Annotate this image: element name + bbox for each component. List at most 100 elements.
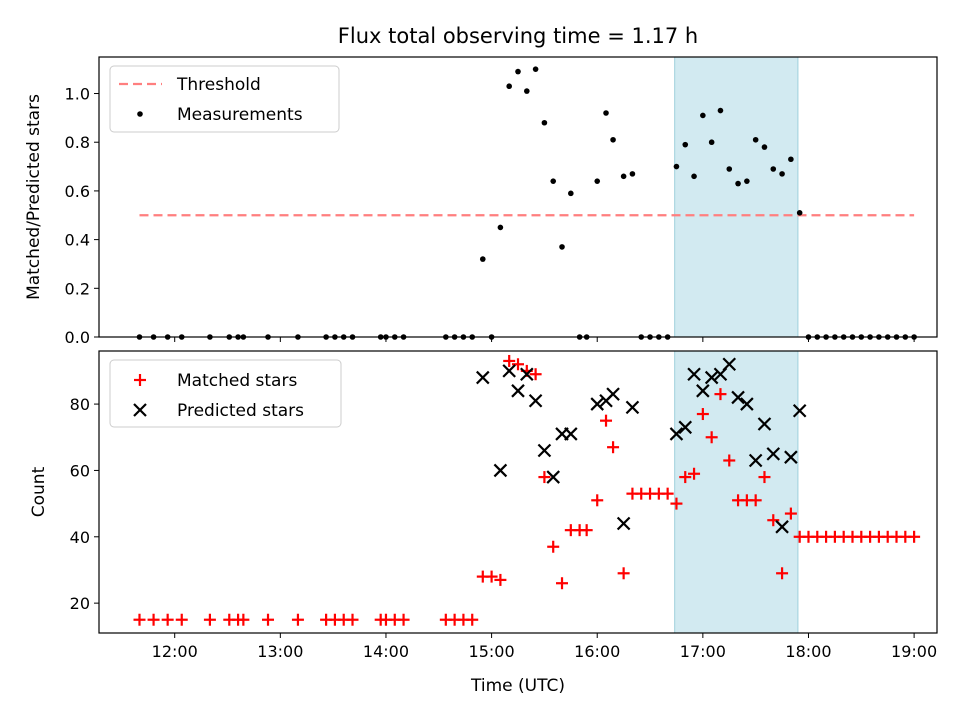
predicted-star-point	[748, 453, 763, 468]
predicted-star-point-b	[704, 370, 719, 385]
counts-ytick-label: 40	[70, 528, 90, 547]
predicted-star-point-b	[678, 420, 693, 435]
predicted-star-point	[678, 420, 693, 435]
predicted-star-point	[520, 367, 534, 382]
measurement-point	[559, 244, 565, 250]
predicted-star-point	[546, 470, 560, 484]
predicted-star-point-b	[784, 450, 798, 464]
predicted-star-point-b	[520, 367, 534, 382]
ratio-ytick-label: 0.6	[65, 182, 90, 201]
matched-star-point	[291, 613, 304, 626]
predicted-star-point-b	[616, 516, 631, 531]
predicted-star-point	[722, 357, 737, 372]
predicted-star-point	[792, 403, 807, 418]
matched-star-point	[262, 613, 275, 626]
counts-xtick-label: 12:00	[152, 642, 198, 661]
counts-xlabel: Time (UTC)	[470, 676, 565, 696]
measurement-point	[682, 141, 689, 148]
matched-star-point	[696, 408, 709, 421]
matched-star-point	[749, 494, 762, 507]
matched-star-point	[661, 487, 674, 500]
legend-predicted-swatch-b	[133, 403, 147, 417]
measurement-point	[506, 83, 512, 90]
counts-xtick-label: 18:00	[785, 642, 831, 661]
measurement-point	[788, 156, 794, 163]
measurement-point	[691, 173, 697, 180]
predicted-star-point	[537, 443, 552, 458]
matched-star-point	[714, 388, 727, 401]
legend-measurements-label: Measurements	[177, 105, 303, 125]
matched-star-point	[908, 530, 921, 543]
ratio-ytick-label: 0.2	[65, 279, 90, 298]
matched-star-point	[494, 573, 507, 586]
predicted-star-point	[731, 390, 745, 405]
matched-star-point	[767, 514, 780, 527]
predicted-star-point-b	[564, 427, 578, 441]
measurement-point	[515, 68, 521, 75]
predicted-star-point	[704, 370, 719, 385]
measurement-point	[744, 178, 750, 184]
measurement-point	[770, 166, 777, 172]
counts-xtick-label: 16:00	[574, 642, 620, 661]
predicted-star-point-b	[696, 384, 710, 398]
ratio-ytick-label: 0.4	[65, 231, 90, 250]
legend-predicted-label: Predicted stars	[177, 401, 304, 421]
predicted-star-point-b	[502, 364, 516, 378]
matched-star-point	[591, 494, 604, 507]
matched-star-point	[758, 471, 771, 484]
count-legend: Matched stars Predicted stars	[109, 359, 342, 428]
measurement-point	[568, 190, 574, 197]
predicted-star-point-b	[528, 393, 543, 408]
predicted-star-point-b	[476, 370, 490, 385]
predicted-star-point	[511, 384, 525, 398]
predicted-star-point	[784, 450, 798, 464]
ratio-panel-frame	[98, 56, 938, 338]
measurement-point	[603, 110, 609, 116]
predicted-star-point-b	[590, 397, 605, 411]
matched-star-point	[346, 613, 359, 626]
counts-xtick-label: 17:00	[680, 642, 726, 661]
matched-star-point	[600, 414, 613, 427]
matched-star-point	[679, 471, 692, 484]
predicted-star-point-b	[792, 403, 807, 418]
measurement-point	[479, 256, 486, 262]
ratio-panel: 0.0 0.2 0.4 0.6 0.8 1.0 Matched/Predicted star…	[24, 56, 938, 347]
predicted-star-point	[775, 520, 789, 534]
matched-star-point	[784, 507, 797, 520]
predicted-star-point	[606, 387, 620, 401]
predicted-star-point	[625, 400, 640, 415]
measurement-point	[796, 210, 803, 216]
matched-star-point	[161, 613, 174, 626]
measurement-point	[620, 173, 627, 180]
matched-star-point	[237, 613, 250, 626]
measurement-point	[708, 139, 715, 146]
predicted-star-point-b	[740, 397, 754, 411]
matched-star-point	[133, 613, 146, 626]
measurement-point	[524, 88, 530, 94]
ratio-ytick-label: 0.8	[65, 133, 90, 152]
matched-star-point	[175, 613, 188, 626]
matched-star-point	[485, 570, 498, 583]
counts-xtick-label: 13:00	[257, 642, 303, 661]
measurement-point	[673, 163, 680, 170]
measurement-point	[532, 66, 539, 72]
predicted-star-point	[616, 516, 631, 531]
measurement-point	[610, 136, 616, 143]
ratio-legend: Threshold Measurements	[109, 65, 340, 133]
counts-ytick-label: 60	[70, 461, 90, 480]
predicted-star-point	[687, 367, 701, 382]
predicted-star-point-b	[775, 520, 789, 534]
matched-star-point	[607, 441, 620, 454]
measurement-point	[779, 171, 785, 177]
predicted-star-point-b	[606, 387, 620, 401]
count-legend-box	[109, 359, 342, 428]
ratio-ytick-label: 0.0	[65, 328, 90, 347]
ratio-shaded-interval	[674, 56, 799, 338]
legend-threshold-label: Threshold	[176, 75, 261, 95]
matched-star-point	[723, 454, 736, 467]
predicted-star-point	[696, 384, 710, 398]
count-panel: 20 40 60 80 12:00 13:00 14:00 15:00 16:00 17:00 18…	[29, 350, 938, 696]
measurement-point	[550, 178, 557, 184]
matched-star-point	[547, 540, 560, 553]
matched-star-point	[617, 567, 630, 580]
